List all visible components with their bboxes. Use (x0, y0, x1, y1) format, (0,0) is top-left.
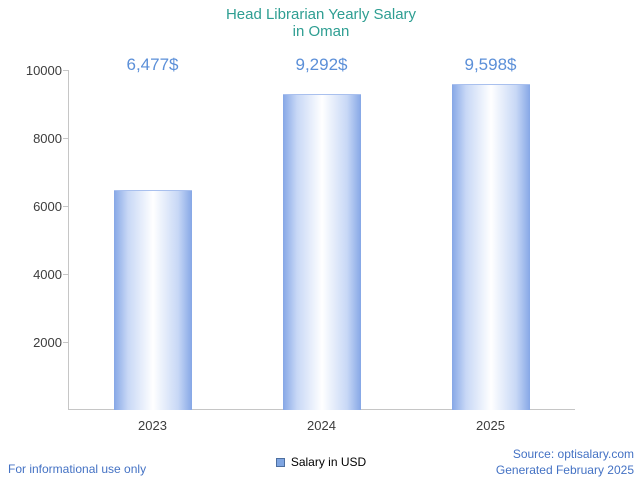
y-tick-label: 10000 (25, 63, 62, 78)
y-tick-label: 4000 (33, 267, 62, 282)
y-tick-label: 2000 (33, 335, 62, 350)
bar-2025 (451, 83, 530, 410)
source-line: Source: optisalary.com (512, 447, 634, 461)
value-label-2023: 6,477$ (126, 55, 179, 74)
x-tick-label-2024: 2024 (307, 418, 336, 433)
chart-title-line1: Head Librarian Yearly Salary (225, 6, 417, 23)
y-tick-mark (63, 206, 68, 207)
chart-legend: Salary in USD (0, 455, 642, 469)
generated-line: Generated February 2025 (495, 463, 634, 477)
y-tick-label: 8000 (33, 131, 62, 146)
informational-note: For informational use only (8, 462, 147, 476)
chart-title-line2: in Oman (292, 23, 350, 40)
bar-2024 (282, 94, 361, 410)
legend-label: Salary in USD (290, 455, 367, 469)
source-note: Source: optisalary.com Generated Februar… (496, 446, 634, 478)
legend-swatch-icon (275, 457, 285, 467)
value-label-2025: 9,598$ (464, 55, 517, 74)
x-tick-label-2023: 2023 (138, 418, 167, 433)
y-tick-mark (63, 274, 68, 275)
chart-title: Head Librarian Yearly Salary in Oman (0, 6, 642, 40)
y-tick-mark (63, 138, 68, 139)
value-label-2024: 9,292$ (295, 55, 348, 74)
y-tick-label: 6000 (33, 199, 62, 214)
x-tick-label-2025: 2025 (476, 418, 505, 433)
y-tick-mark (63, 342, 68, 343)
bar-2023 (113, 189, 192, 410)
y-tick-mark (63, 70, 68, 71)
